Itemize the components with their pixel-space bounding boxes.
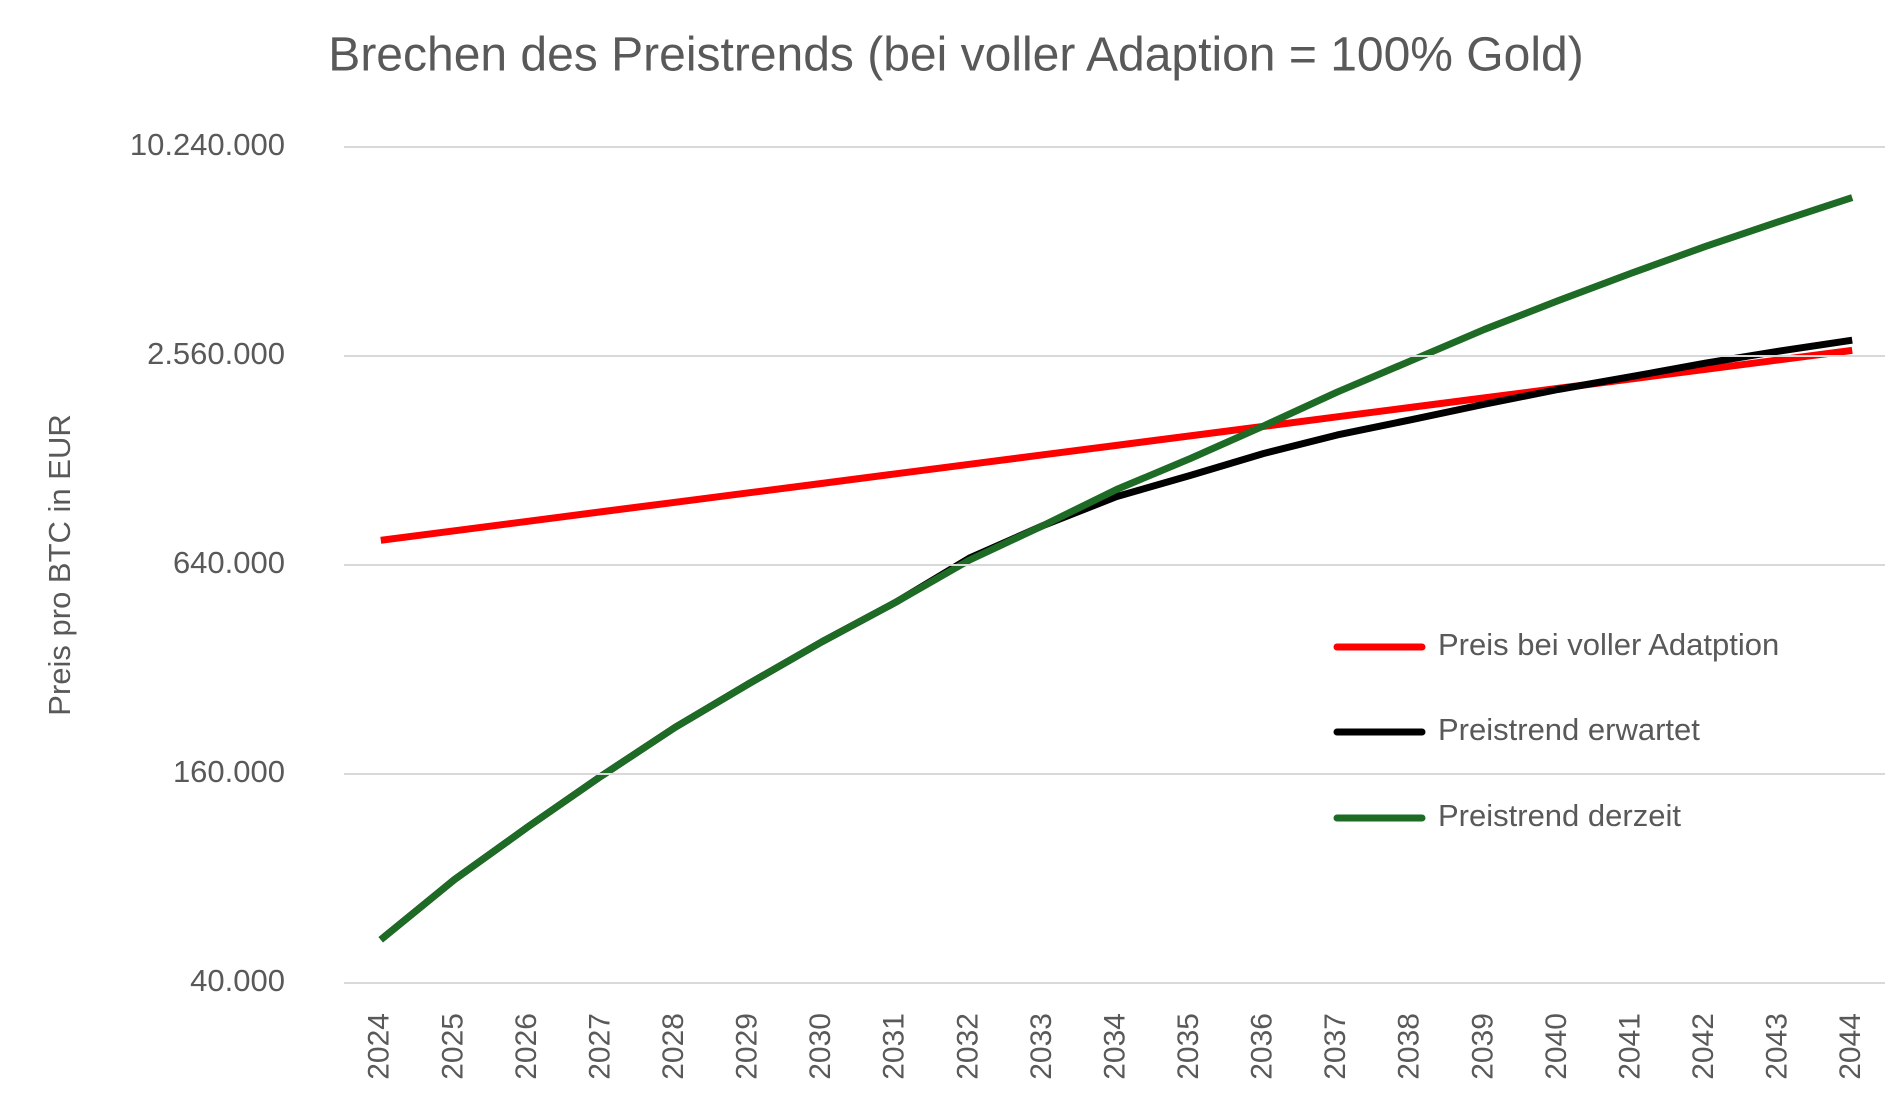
chart-title: Brechen des Preistrends (bei voller Adap… [328,29,1583,82]
y-tick-label: 10.240.000 [130,127,285,162]
x-tick-label: 2038 [1393,1013,1426,1080]
y-axis-label: Preis pro BTC in EUR [42,414,77,715]
x-tick-label: 2030 [804,1013,837,1080]
x-tick-label: 2039 [1466,1013,1499,1080]
legend-label: Preistrend erwartet [1438,712,1700,747]
x-tick-label: 2029 [731,1013,764,1080]
legend-label: Preistrend derzeit [1438,798,1681,833]
x-tick-label: 2044 [1834,1013,1867,1080]
x-tick-label: 2025 [436,1013,469,1080]
x-tick-label: 2036 [1246,1013,1279,1080]
line-series [378,194,1854,943]
y-tick-label: 640.000 [173,545,285,580]
x-tick-label: 2027 [583,1013,616,1080]
x-tick-label: 2037 [1319,1013,1352,1080]
x-tick-label: 2026 [510,1013,543,1080]
x-tick-label: 2035 [1172,1013,1205,1080]
x-tick-label: 2033 [1025,1013,1058,1080]
x-tick-label: 2042 [1687,1013,1720,1080]
x-tick-label: 2024 [363,1013,396,1080]
x-tick-label: 2043 [1761,1013,1794,1080]
x-tick-label: 2028 [657,1013,690,1080]
y-tick-label: 160.000 [173,754,285,789]
x-tick-label: 2034 [1098,1013,1131,1080]
x-tick-label: 2040 [1540,1013,1573,1080]
y-tick-label: 40.000 [190,963,285,998]
x-tick-label: 2041 [1613,1013,1646,1080]
x-tick-label: 2032 [951,1013,984,1080]
legend-label: Preis bei voller Adatption [1438,627,1779,662]
x-tick-label: 2031 [878,1013,911,1080]
plot-area [378,194,1854,943]
y-tick-label: 2.560.000 [147,336,285,371]
